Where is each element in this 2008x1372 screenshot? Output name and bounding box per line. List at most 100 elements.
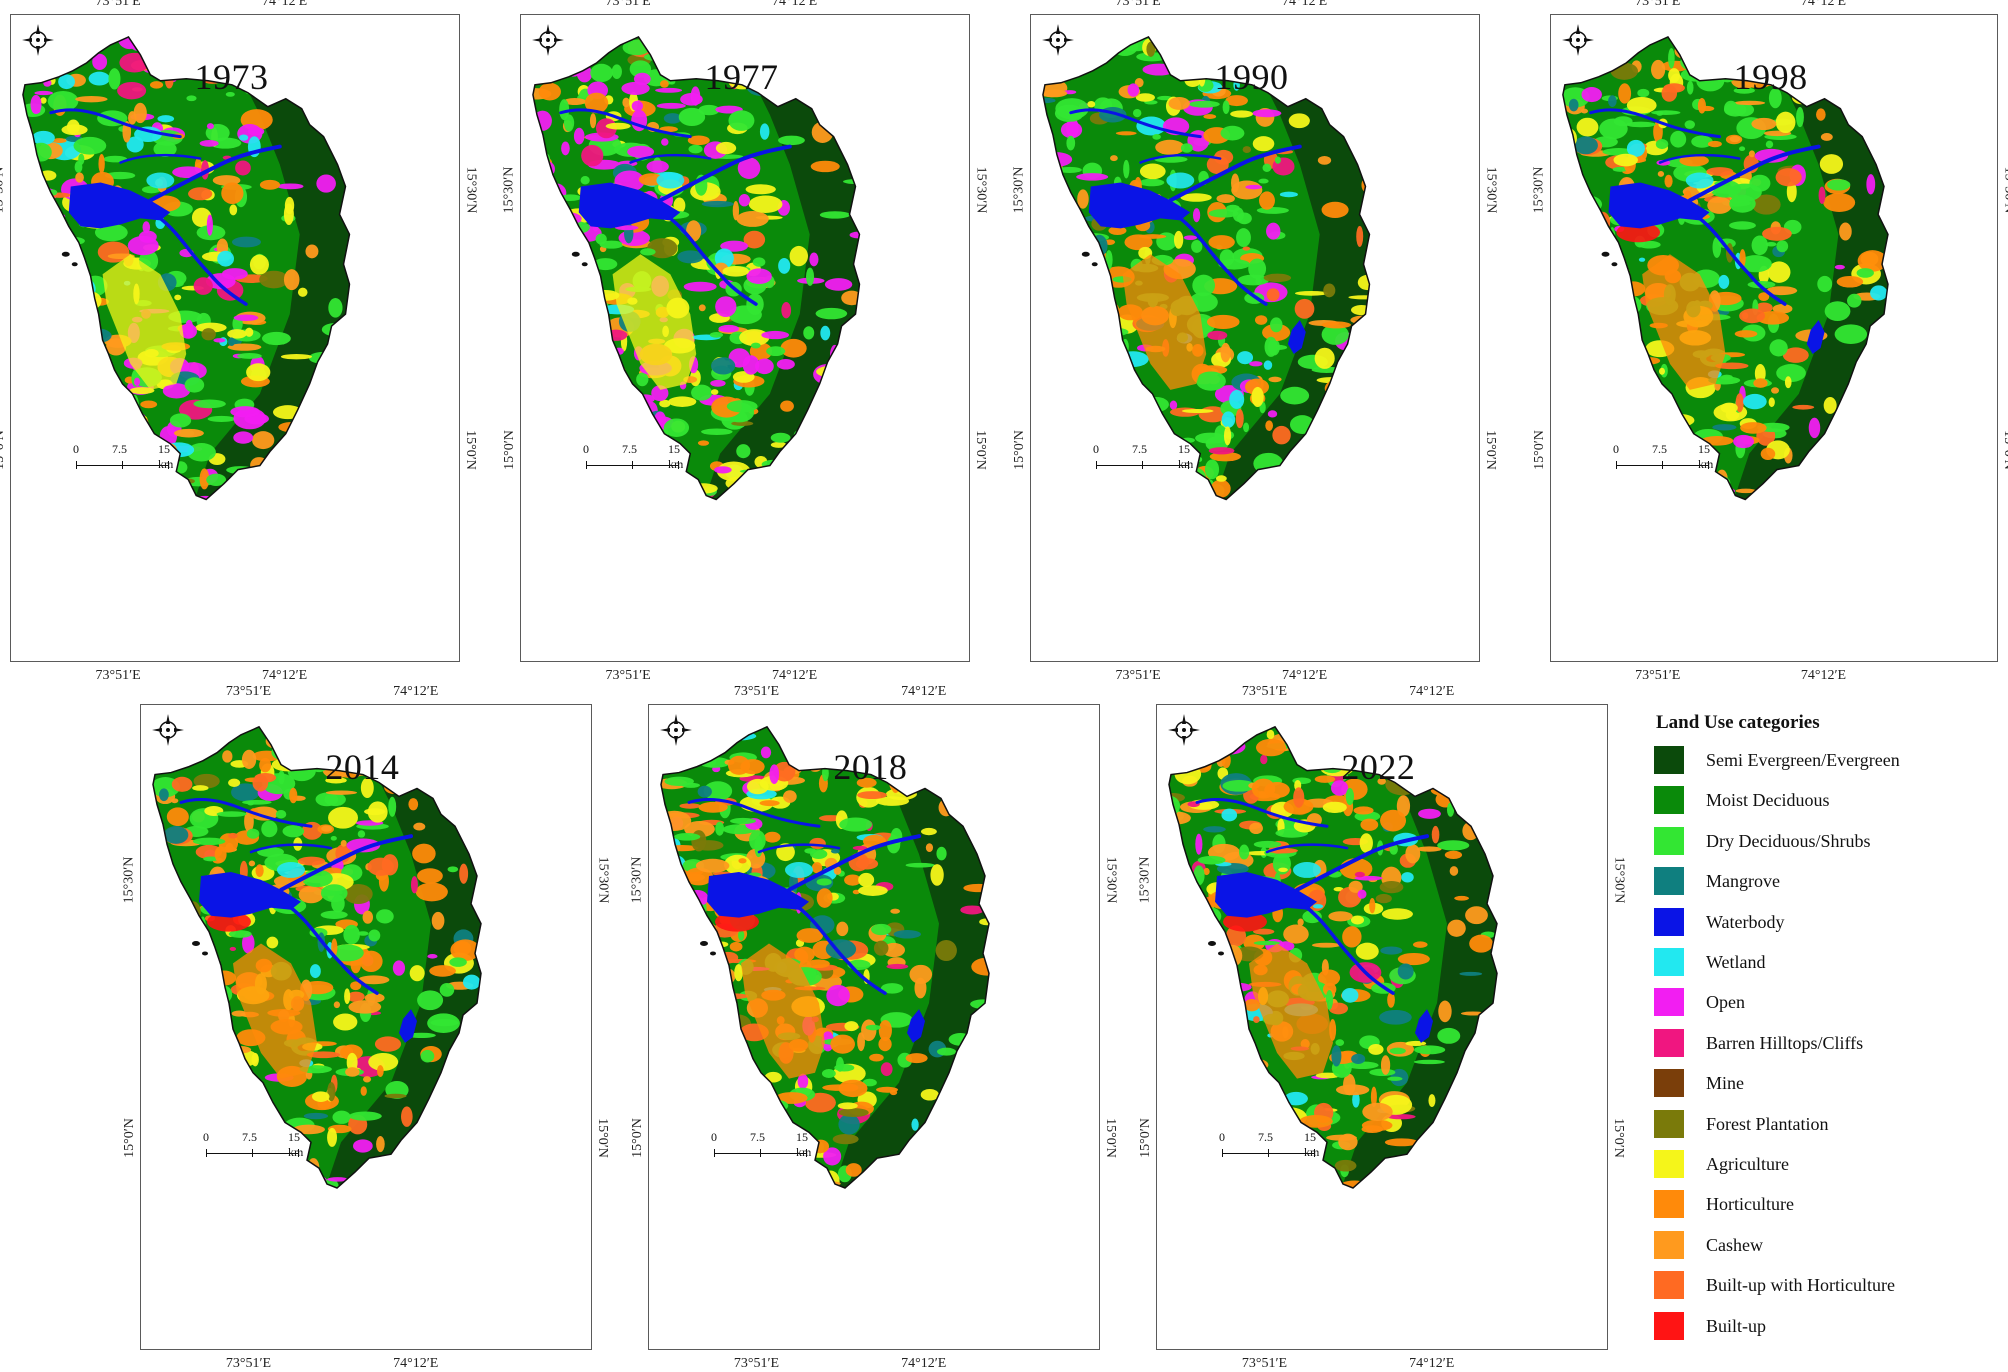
legend-swatch	[1654, 948, 1684, 976]
scale-bar: 0 7.5 15 km	[1613, 441, 1726, 476]
goa-land-use-map	[660, 725, 990, 1189]
legend-label: Semi Evergreen/Evergreen	[1706, 750, 1900, 770]
scale-label-end: 15 km	[1178, 441, 1194, 471]
scale-bar: 0 7.5 15 km	[711, 1130, 824, 1164]
longitude-label-bottom-left: 73°51′E	[1635, 668, 1681, 683]
latitude-label-left-lower: 15°0′N	[1137, 1118, 1153, 1159]
scale-label-end: 15 km	[288, 1130, 304, 1160]
latitude-label-right-lower: 15°0′N	[1483, 429, 1499, 470]
north-arrow-icon	[660, 714, 692, 746]
scale-label-mid: 7.5	[112, 441, 127, 456]
map-frame	[1030, 14, 1480, 662]
legend-item: Mangrove	[1654, 867, 1994, 897]
legend-label: Mangrove	[1706, 871, 1780, 892]
map-year-title: 1990	[1214, 57, 1289, 97]
map-year-title: 2018	[833, 747, 908, 787]
latitude-label-left-upper: 15°30′N	[121, 856, 137, 904]
map-frame	[140, 704, 592, 1350]
latitude-label-left-upper: 15°30′N	[629, 856, 645, 904]
scale-label-zero: 0	[1613, 441, 1619, 456]
legend-item: Built-up	[1654, 1311, 1994, 1342]
latitude-label-left-lower: 15°0′N	[501, 429, 517, 470]
latitude-label-left-lower: 15°0′N	[0, 429, 7, 470]
latitude-label-right-upper: 15°30′N	[1611, 856, 1627, 904]
goa-land-use-map	[1042, 35, 1371, 501]
map-panel-1973: 73°51′E 74°12′E 73°51′E 74°12′E 15°30′N 15°0′…	[0, 0, 479, 683]
legend-swatch	[1654, 867, 1684, 896]
legend-swatch	[1654, 988, 1684, 1017]
scale-bar: 0 7.5 15 km	[1219, 1130, 1332, 1164]
latitude-label-left-upper: 15°30′N	[1011, 167, 1027, 214]
legend-swatch	[1654, 907, 1684, 936]
scale-tick	[678, 460, 679, 469]
scale-tick	[1188, 460, 1189, 469]
longitude-label-top-left: 73°51′E	[1635, 0, 1681, 9]
scale-tick	[122, 460, 123, 469]
goa-land-use-map	[1168, 725, 1498, 1189]
latitude-label-right-upper: 15°30′N	[1103, 856, 1119, 904]
longitude-label-bottom-right: 74°12′E	[901, 1356, 947, 1371]
map-year-title: 1998	[1733, 57, 1808, 97]
longitude-label-bottom-left: 73°51′E	[225, 1356, 272, 1371]
scale-tick	[760, 1149, 761, 1158]
longitude-label-top-right: 74°12′E	[772, 0, 818, 9]
latitude-label-left-lower: 15°0′N	[629, 1118, 645, 1159]
legend-item: Agriculture	[1654, 1150, 1994, 1180]
legend-label: Cashew	[1706, 1234, 1763, 1255]
legend-label: Waterbody	[1706, 911, 1785, 932]
legend: Land Use categories Semi Evergreen/Everg…	[1640, 702, 2000, 1352]
scale-tick	[1142, 460, 1143, 469]
longitude-label-top-left: 73°51′E	[1241, 684, 1288, 699]
legend-label: Horticulture	[1706, 1194, 1794, 1215]
legend-item: Cashew	[1654, 1230, 1994, 1261]
legend-item: Wetland	[1654, 948, 1994, 978]
scale-tick	[586, 460, 587, 469]
latitude-label-right-upper: 15°30′N	[2001, 167, 2008, 214]
latitude-label-right-upper: 15°30′N	[1483, 167, 1499, 214]
scale-bar: 0 7.5 15 km	[583, 442, 696, 476]
longitude-label-top-right: 74°12′E	[901, 684, 947, 699]
legend-label: Barren Hilltops/Cliffs	[1706, 1032, 1864, 1053]
latitude-label-right-upper: 15°30′N	[595, 856, 611, 904]
map-frame	[648, 704, 1100, 1350]
legend-swatch	[1654, 1230, 1684, 1259]
longitude-label-top-left: 73°51′E	[95, 0, 141, 9]
longitude-label-top-left: 73°51′E	[1115, 0, 1161, 9]
legend-item: Moist Deciduous	[1654, 786, 1994, 816]
north-arrow-icon	[1168, 714, 1200, 746]
scale-label-zero: 0	[711, 1130, 717, 1145]
map-year-title: 1973	[194, 57, 269, 97]
scale-label-zero: 0	[73, 441, 79, 456]
legend-item: Semi Evergreen/Evergreen	[1654, 746, 1994, 776]
north-arrow-icon	[1042, 24, 1074, 56]
legend-swatch	[1654, 1190, 1684, 1219]
scale-tick	[1096, 460, 1097, 469]
latitude-label-right-lower: 15°0′N	[595, 1118, 611, 1159]
legend-item: Dry Deciduous/Shrubs	[1654, 826, 1994, 857]
scale-tick	[806, 1149, 807, 1158]
scale-label-end: 15 km	[158, 441, 174, 471]
scale-tick	[1268, 1149, 1269, 1158]
map-year-title: 1977	[704, 57, 779, 97]
scale-label-mid: 7.5	[1132, 441, 1147, 456]
map-panel-2022: 73°51′E 74°12′E 73°51′E 74°12′E 15°30′N 15°0′…	[1137, 684, 1626, 1371]
legend-swatch	[1654, 1150, 1684, 1178]
scale-label-mid: 7.5	[242, 1130, 257, 1145]
latitude-label-right-lower: 15°0′N	[463, 429, 479, 470]
legend-label: Moist Deciduous	[1706, 790, 1830, 811]
longitude-label-bottom-left: 73°51′E	[95, 668, 141, 683]
latitude-label-right-lower: 15°0′N	[973, 429, 989, 470]
legend-label: Forest Plantation	[1706, 1113, 1829, 1134]
north-arrow-icon	[152, 714, 184, 746]
scale-label-mid: 7.5	[1652, 441, 1667, 456]
latitude-label-left-upper: 15°30′N	[1531, 167, 1547, 214]
scale-label-zero: 0	[203, 1130, 209, 1145]
longitude-label-top-right: 74°12′E	[1282, 0, 1328, 9]
latitude-label-left-upper: 15°30′N	[501, 167, 517, 214]
scale-label-end: 15 km	[796, 1130, 812, 1160]
map-frame	[1550, 14, 1998, 662]
map-frame	[520, 14, 970, 662]
legend-label: Built-up	[1706, 1315, 1767, 1336]
scale-tick	[76, 460, 77, 469]
legend-item: Horticulture	[1654, 1190, 1994, 1220]
